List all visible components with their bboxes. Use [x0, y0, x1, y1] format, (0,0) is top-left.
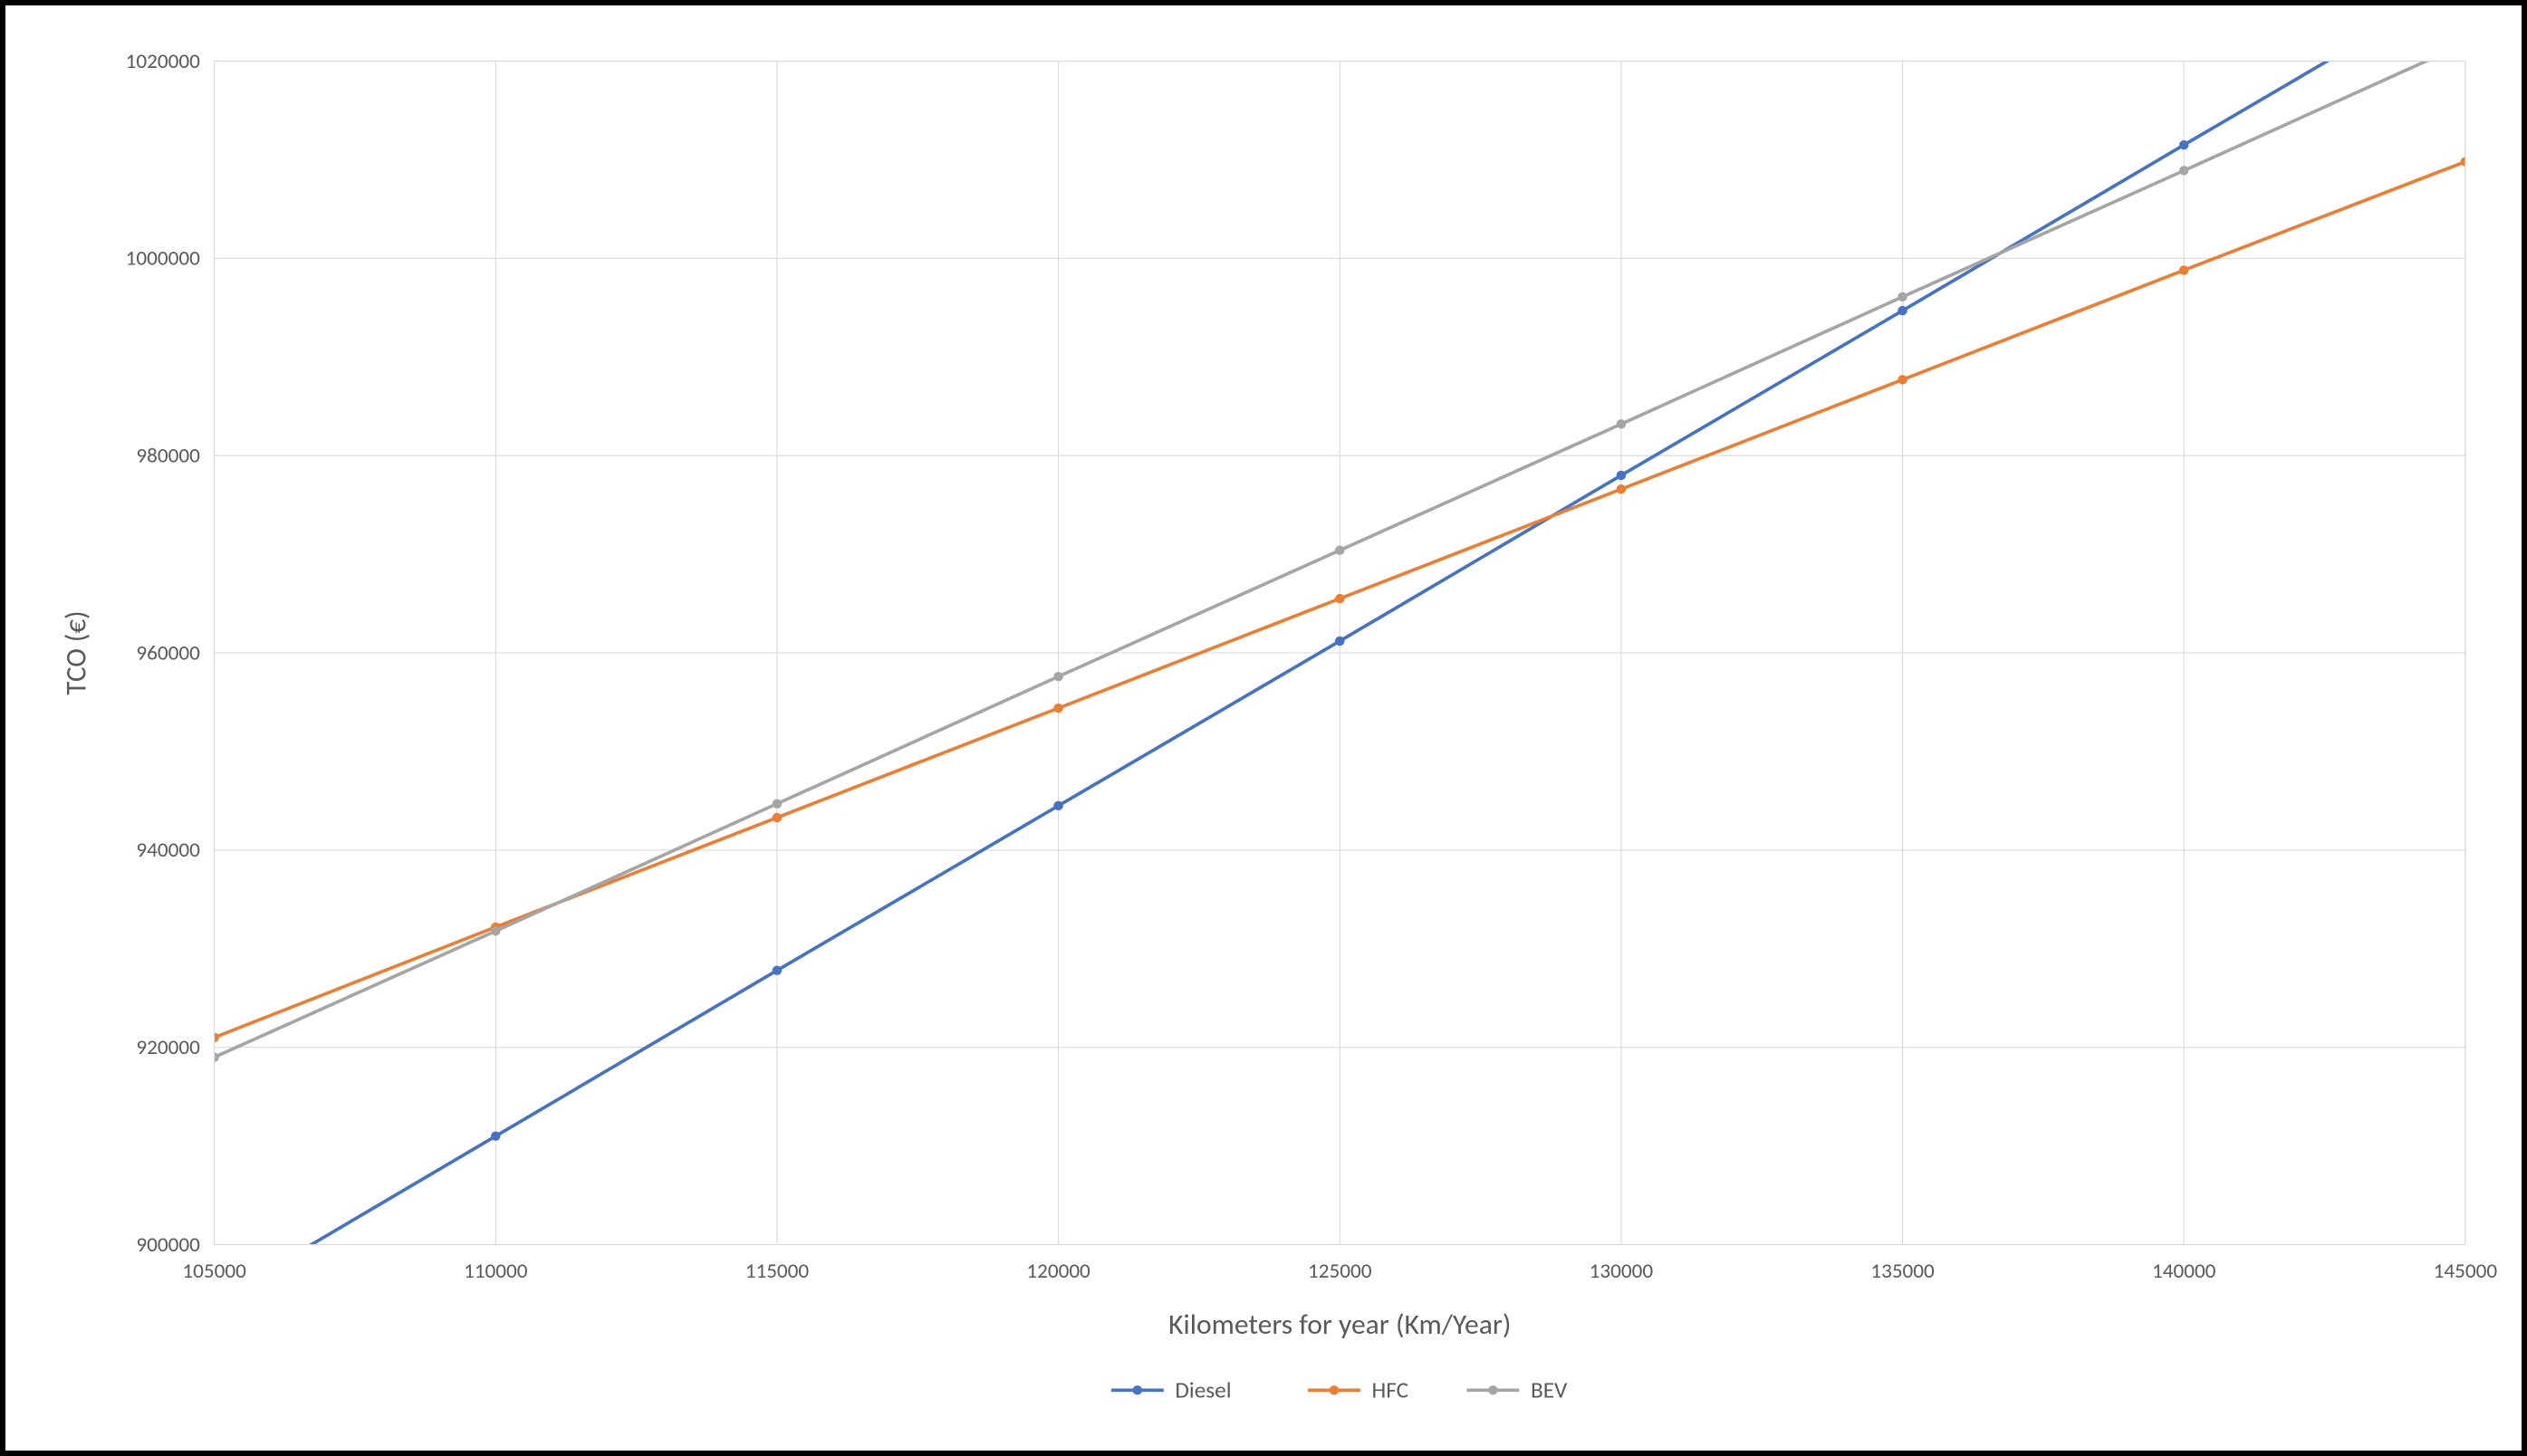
series-marker: [1898, 375, 1907, 384]
series-marker: [1335, 594, 1345, 603]
series-marker: [1053, 672, 1063, 681]
series-marker: [491, 926, 501, 935]
legend-marker-icon: [1133, 1385, 1143, 1394]
y-tick-label: 980000: [136, 444, 200, 469]
y-tick-label: 940000: [136, 838, 200, 863]
y-tick-label: 1000000: [126, 246, 201, 272]
series-marker: [1335, 546, 1345, 555]
series-marker: [209, 1298, 219, 1307]
legend-item: HFC: [1308, 1376, 1408, 1404]
x-tick-label: 110000: [464, 1259, 528, 1284]
series-marker: [1898, 306, 1907, 315]
y-tick-label: 900000: [136, 1232, 200, 1258]
legend-item: BEV: [1466, 1376, 1568, 1404]
legend-marker-icon: [1330, 1385, 1340, 1394]
y-axis-title: TCO (€): [59, 610, 93, 694]
legend-label: HFC: [1372, 1376, 1409, 1404]
series-marker: [2179, 166, 2189, 175]
series-marker: [2461, 39, 2471, 48]
series-marker: [1053, 704, 1063, 713]
line-chart: 105000 110000 115000 120000 125000 130000 1350…: [24, 24, 2503, 1432]
series-marker: [2179, 140, 2189, 149]
x-tick-label: 115000: [745, 1259, 810, 1284]
series-marker: [1898, 292, 1907, 302]
series-marker: [1617, 484, 1627, 493]
series-marker: [1617, 471, 1627, 480]
x-axis-title: Kilometers for year (Km/Year): [1168, 1308, 1511, 1342]
chart-container: 105000 110000 115000 120000 125000 130000 1350…: [0, 0, 2527, 1456]
series-marker: [773, 813, 783, 822]
legend-label: Diesel: [1175, 1376, 1231, 1404]
y-tick-label: 1020000: [126, 49, 201, 74]
series-marker: [773, 799, 783, 808]
series-marker: [491, 1132, 501, 1141]
y-tick-label: 960000: [136, 640, 200, 666]
y-tick-label: 920000: [136, 1035, 200, 1060]
x-tick-label: 120000: [1026, 1259, 1091, 1284]
x-tick-label: 105000: [182, 1259, 246, 1284]
series-marker: [1617, 419, 1627, 428]
x-tick-label: 140000: [2152, 1259, 2216, 1284]
x-tick-label: 145000: [2434, 1259, 2498, 1284]
series-marker: [773, 966, 783, 975]
legend-item: Diesel: [1111, 1376, 1232, 1404]
series-marker: [2179, 265, 2189, 274]
x-tick-label: 135000: [1870, 1259, 1935, 1284]
series-marker: [1053, 801, 1063, 810]
x-tick-label: 125000: [1308, 1259, 1372, 1284]
series-marker: [1335, 637, 1345, 646]
legend-label: BEV: [1531, 1376, 1568, 1404]
legend-marker-icon: [1488, 1385, 1498, 1394]
x-tick-label: 130000: [1590, 1259, 1654, 1284]
